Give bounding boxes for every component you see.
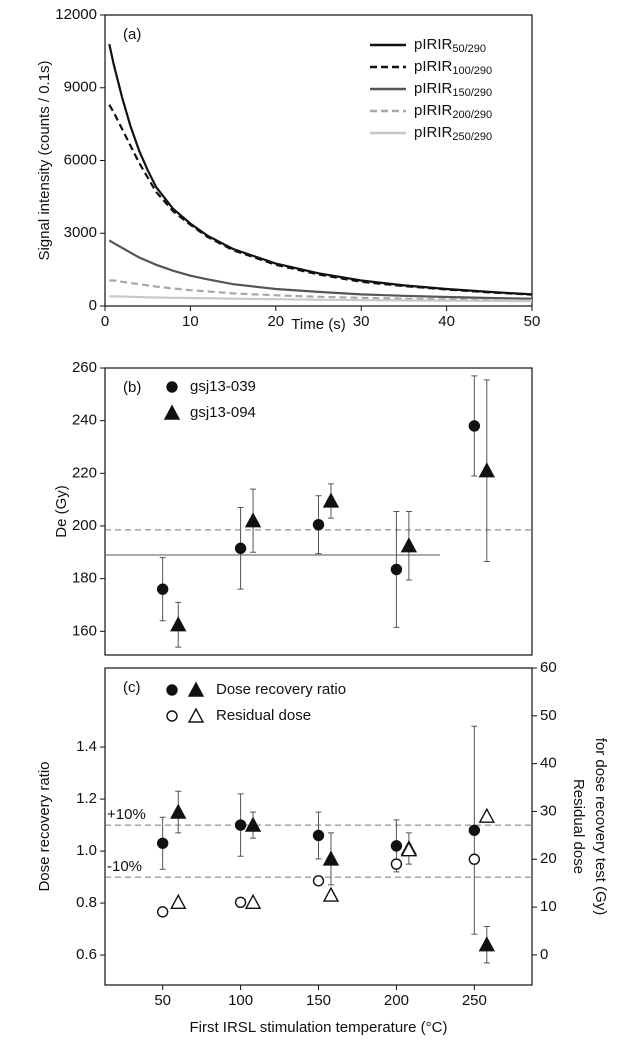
y-tick-label: 240 — [72, 412, 97, 429]
x-axis-label: First IRSL stimulation temperature (°C) — [189, 1019, 447, 1036]
signal-curve — [108, 239, 533, 300]
data-point — [244, 512, 262, 528]
legend-marker — [166, 684, 178, 696]
data-point — [170, 893, 187, 909]
data-point — [244, 893, 262, 909]
data-point — [234, 542, 247, 555]
x-tick-label: 200 — [384, 992, 409, 1009]
legend-label: pIRIR200/290 — [414, 102, 492, 121]
x-tick-label: 100 — [228, 992, 253, 1009]
data-point — [312, 829, 325, 842]
data-point — [170, 616, 187, 632]
legend-marker — [187, 707, 205, 723]
data-point — [156, 837, 169, 849]
y-tick-label: 0 — [89, 297, 97, 314]
data-point — [390, 858, 403, 870]
y-axis-label: Signal intensity (counts / 0.1s) — [36, 60, 53, 260]
data-point — [478, 462, 495, 478]
y-tick-label: 180 — [72, 570, 97, 587]
data-point — [390, 840, 403, 852]
x-tick-label: 20 — [267, 313, 284, 330]
data-point — [312, 875, 325, 887]
legend-label: Dose recovery ratio — [216, 681, 346, 698]
y2-tick-label: 40 — [540, 755, 557, 772]
reference-label: -10% — [107, 858, 142, 875]
signal-curve — [109, 295, 533, 303]
x-tick-label: 30 — [353, 313, 370, 330]
data-point — [156, 906, 169, 918]
y-tick-label: 160 — [72, 622, 97, 639]
data-point — [156, 583, 169, 595]
legend-label: gsj13-094 — [190, 404, 256, 421]
y-axis-label: De (Gy) — [53, 485, 70, 538]
x-tick-label: 50 — [524, 313, 541, 330]
legend-marker — [166, 381, 178, 393]
y-tick-label: 3000 — [64, 224, 97, 241]
legend-label: gsj13-039 — [190, 378, 256, 395]
signal-curve — [108, 104, 533, 296]
legend-label: pIRIR50/290 — [414, 36, 486, 55]
y2-tick-label: 60 — [540, 659, 557, 676]
y-tick-label: 260 — [72, 359, 97, 376]
y-tick-label: 1.4 — [76, 738, 97, 755]
data-point — [312, 518, 325, 531]
panel-label: (a) — [123, 26, 141, 43]
data-point — [170, 803, 187, 819]
y2-tick-label: 0 — [540, 946, 548, 963]
y2-tick-label: 30 — [540, 802, 557, 819]
data-point — [468, 824, 481, 836]
y-tick-label: 0.6 — [76, 946, 97, 963]
data-point — [322, 492, 340, 508]
y-axis-label: Dose recovery ratio — [36, 761, 53, 891]
plot-frame — [104, 367, 533, 656]
data-point — [400, 537, 418, 553]
data-point — [390, 563, 403, 576]
data-point — [234, 819, 247, 831]
y2-tick-label: 10 — [540, 898, 557, 915]
legend-label: Residual dose — [216, 707, 311, 724]
data-point — [478, 807, 495, 823]
x-tick-label: 0 — [101, 313, 109, 330]
signal-curve — [108, 43, 533, 296]
y-tick-label: 1.2 — [76, 790, 97, 807]
panel-label: (b) — [123, 379, 141, 396]
legend-marker — [166, 710, 178, 722]
x-tick-label: 10 — [182, 313, 199, 330]
reference-label: +10% — [107, 806, 146, 823]
data-point — [322, 850, 340, 866]
legend-label: pIRIR150/290 — [414, 80, 492, 99]
data-point — [478, 936, 495, 952]
data-point — [234, 896, 247, 908]
data-point — [322, 886, 340, 902]
y-tick-label: 0.8 — [76, 894, 97, 911]
data-point — [468, 853, 481, 865]
y-tick-label: 220 — [72, 464, 97, 481]
x-tick-label: 150 — [306, 992, 331, 1009]
y-tick-label: 1.0 — [76, 842, 97, 859]
plot-frame — [104, 14, 533, 307]
data-point — [468, 420, 481, 432]
x-tick-label: 250 — [462, 992, 487, 1009]
legend-label: pIRIR100/290 — [414, 58, 492, 77]
y2-tick-label: 50 — [540, 707, 557, 724]
x-axis-label: Time (s) — [291, 316, 345, 333]
legend-label: pIRIR250/290 — [414, 124, 492, 143]
y-tick-label: 9000 — [64, 79, 97, 96]
panel-label: (c) — [123, 679, 141, 696]
y2-tick-label: 20 — [540, 850, 557, 867]
x-tick-label: 50 — [154, 992, 171, 1009]
data-point — [400, 841, 418, 857]
y-tick-label: 6000 — [64, 151, 97, 168]
y2-axis-label: Residual dose — [570, 779, 587, 874]
signal-curve — [109, 279, 533, 302]
data-point — [244, 816, 262, 832]
x-tick-label: 40 — [438, 313, 455, 330]
y-tick-label: 12000 — [55, 6, 97, 23]
y-tick-label: 200 — [72, 517, 97, 534]
legend-marker — [163, 404, 181, 420]
legend-marker — [187, 681, 205, 697]
y2-axis-label: for dose recovery test (Gy) — [592, 738, 609, 916]
